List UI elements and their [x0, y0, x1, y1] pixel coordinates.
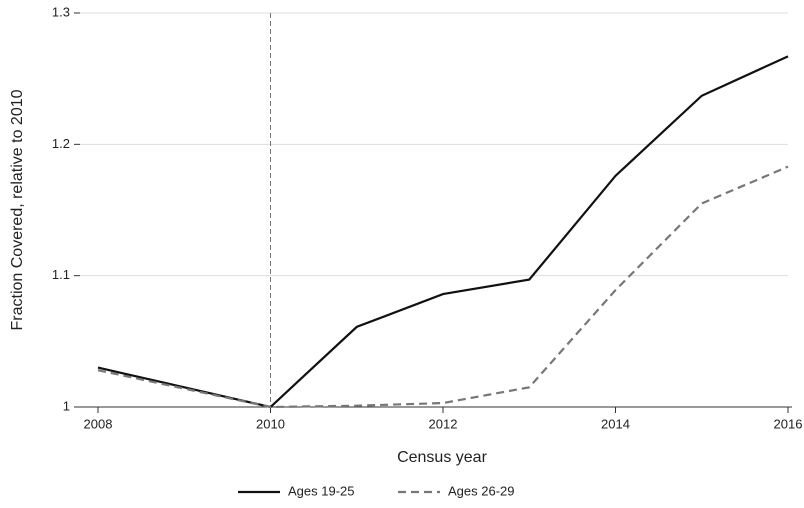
- x-tick-label: 2012: [429, 416, 458, 431]
- y-tick-label: 1.1: [52, 267, 70, 282]
- y-tick-label: 1: [63, 398, 70, 413]
- legend-label: Ages 26-29: [448, 483, 515, 498]
- legend-label: Ages 19-25: [288, 483, 355, 498]
- x-axis-label: Census year: [397, 449, 487, 466]
- y-tick-label: 1.2: [52, 136, 70, 151]
- series-line: [97, 55, 789, 409]
- x-tick-label: 2014: [601, 416, 630, 431]
- series-line: [97, 165, 789, 409]
- x-tick-label: 2010: [256, 416, 285, 431]
- x-tick-label: 2016: [774, 416, 803, 431]
- x-tick-label: 2008: [84, 416, 113, 431]
- y-axis-label: Fraction Covered, relative to 2010: [9, 89, 26, 330]
- y-tick-label: 1.3: [52, 4, 70, 19]
